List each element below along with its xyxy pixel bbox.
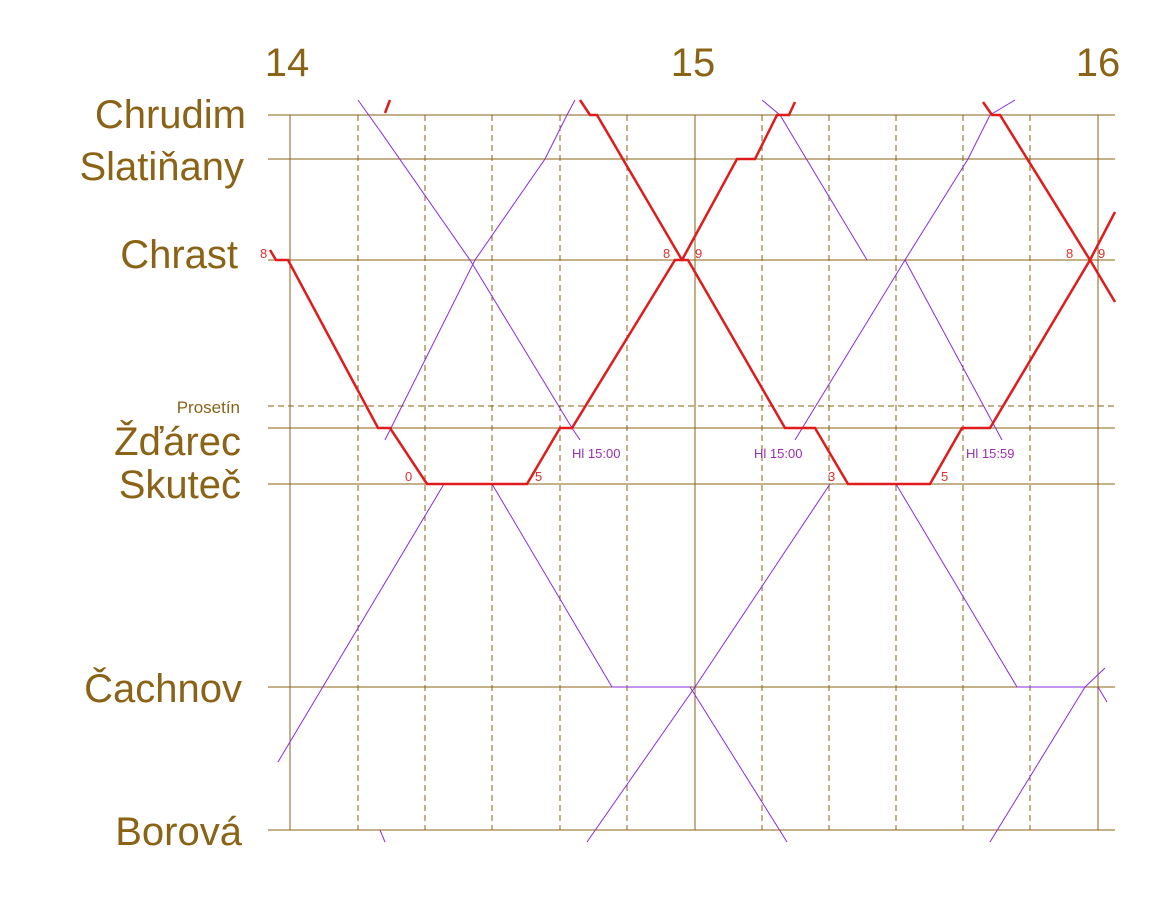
minor-station-label: Prosetín (177, 398, 240, 417)
hour-label: 15 (671, 41, 716, 85)
grid (268, 114, 1115, 831)
station-label: Skuteč (119, 463, 241, 507)
train-number: 8 (1066, 246, 1073, 261)
train-number: 5 (535, 469, 542, 484)
train-number: 5 (941, 469, 948, 484)
fast-trains (268, 99, 1117, 486)
station-label: Chrast (120, 233, 238, 277)
station-label: Čachnov (84, 666, 242, 711)
train-number: 3 (828, 469, 835, 484)
train-number: 8 (260, 246, 267, 261)
note: Hl 15:00 (754, 446, 802, 461)
station-label: Borová (115, 810, 242, 854)
station-label: Žďárec (114, 419, 241, 464)
note: Hl 15:00 (572, 446, 620, 461)
train-number: 8 (663, 246, 670, 261)
train-number: 0 (405, 469, 412, 484)
hour-label: 14 (265, 41, 310, 85)
hour-label: 16 (1076, 41, 1121, 85)
station-label: Slatiňany (79, 145, 244, 189)
regional-trains (277, 99, 1108, 843)
station-label: Chrudim (95, 93, 246, 137)
note: Hl 15:59 (966, 446, 1014, 461)
train-number: 9 (1098, 246, 1105, 261)
train-number: 9 (695, 246, 702, 261)
